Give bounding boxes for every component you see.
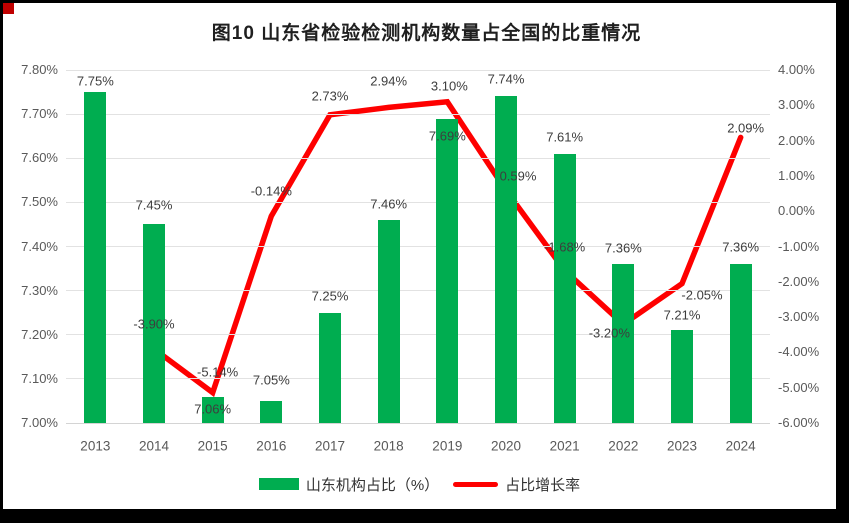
- legend-bar-label: 山东机构占比（%）: [305, 476, 440, 494]
- x-axis-label-2019: 2019: [432, 438, 463, 454]
- right-axis-tick-label: -2.00%: [778, 273, 820, 289]
- bar-label-2017: 7.25%: [311, 288, 349, 304]
- line-label-2021: -1.68%: [544, 239, 586, 254]
- right-axis-tick-label: -4.00%: [778, 344, 820, 360]
- legend-bar-swatch: [258, 478, 299, 490]
- left-axis-tick-label: 7.70%: [21, 106, 58, 122]
- bar-2018: [377, 220, 400, 423]
- line-label-2014: -3.90%: [133, 316, 175, 332]
- x-axis-label-2022: 2022: [608, 438, 639, 454]
- bar-label-2024: 7.36%: [722, 239, 760, 255]
- bar-2023: [671, 330, 693, 423]
- line-label-2018: 2.94%: [370, 73, 408, 89]
- right-axis-tick-label: 4.00%: [778, 62, 815, 77]
- x-axis-label-2021: 2021: [549, 438, 580, 454]
- x-axis-label-2014: 2014: [138, 438, 170, 454]
- line-label-2017: 2.73%: [311, 88, 349, 104]
- bar-2015: [201, 396, 224, 423]
- bar-2020: [495, 96, 517, 423]
- right-axis-tick-label: -3.00%: [778, 309, 820, 325]
- line-label-2022: -3.20%: [588, 325, 630, 341]
- bar-label-2019: 7.69%: [428, 128, 466, 144]
- line-label-2023: -2.05%: [681, 287, 723, 303]
- right-axis-tick-label: 2.00%: [778, 132, 815, 148]
- left-axis-tick-label: 7.80%: [21, 62, 58, 77]
- bar-2019: [436, 118, 459, 423]
- chart-title: 图10 山东省检验检测机构数量占全国的比重情况: [211, 23, 642, 44]
- x-axis-label-2024: 2024: [725, 438, 756, 454]
- x-axis-label-2016: 2016: [256, 438, 287, 454]
- x-axis-label-2018: 2018: [373, 438, 404, 454]
- right-axis-tick-label: -1.00%: [778, 238, 820, 254]
- gridline: [66, 69, 770, 71]
- gridline: [66, 334, 770, 336]
- gridline: [66, 290, 770, 292]
- line-label-2020: 0.59%: [499, 168, 537, 184]
- bar-label-2022: 7.36%: [604, 240, 642, 256]
- gridline: [66, 157, 770, 159]
- left-axis-tick-label: 7.20%: [21, 326, 58, 342]
- legend-item-bar: 山东机构占比（%）: [258, 474, 440, 495]
- right-axis-tick-label: 1.00%: [778, 167, 815, 183]
- line-label-2024: 2.09%: [727, 120, 765, 136]
- left-axis-tick-label: 7.30%: [21, 282, 58, 298]
- bar-label-2018: 7.46%: [370, 196, 408, 212]
- bar-label-2014: 7.45%: [135, 197, 173, 213]
- gridline: [66, 201, 770, 203]
- bar-2022: [612, 264, 635, 423]
- line-label-2016: -0.14%: [250, 183, 292, 199]
- x-axis-label-2015: 2015: [197, 438, 228, 454]
- x-axis-label-2013: 2013: [80, 438, 111, 454]
- gridline: [66, 246, 770, 247]
- bar-label-2021: 7.61%: [546, 129, 584, 145]
- gridline: [66, 378, 770, 380]
- right-axis-tick-label: 0.00%: [778, 203, 815, 219]
- left-axis-tick-label: 7.50%: [21, 194, 58, 210]
- gridline: [66, 113, 770, 115]
- bar-2014: [143, 224, 165, 423]
- bar-label-2020: 7.74%: [487, 71, 525, 87]
- bar-label-2016: 7.05%: [252, 372, 290, 388]
- bar-label-2023: 7.21%: [663, 307, 701, 323]
- left-axis-tick-label: 7.40%: [21, 238, 58, 254]
- line-label-2015: -5.14%: [197, 364, 239, 380]
- legend: 山东机构占比（%） 占比增长率: [3, 472, 836, 496]
- legend-line-label: 占比增长率: [505, 476, 581, 494]
- left-axis-tick-label: 7.60%: [21, 150, 58, 166]
- bar-2016: [260, 400, 283, 423]
- corner-marker: [3, 3, 14, 14]
- bar-2013: [84, 92, 107, 423]
- left-axis-tick-label: 7.00%: [21, 415, 58, 430]
- bar-label-2013: 7.75%: [76, 73, 114, 89]
- legend-line-swatch: [453, 481, 499, 487]
- bar-label-2015: 7.06%: [194, 401, 232, 417]
- legend-item-line: 占比增长率: [453, 474, 580, 495]
- bar-2024: [729, 264, 752, 423]
- bar-2021: [553, 153, 576, 423]
- x-axis-label-2023: 2023: [666, 438, 698, 454]
- right-axis-tick-label: 3.00%: [778, 97, 815, 113]
- x-axis-label-2017: 2017: [314, 438, 346, 454]
- bar-2017: [319, 312, 341, 423]
- gridline: [66, 422, 770, 424]
- right-axis-tick-label: -6.00%: [778, 415, 820, 430]
- x-axis-label-2020: 2020: [490, 438, 522, 454]
- left-axis-tick-label: 7.10%: [21, 370, 58, 386]
- right-axis-tick-label: -5.00%: [778, 379, 820, 395]
- line-label-2019: 3.10%: [430, 78, 468, 94]
